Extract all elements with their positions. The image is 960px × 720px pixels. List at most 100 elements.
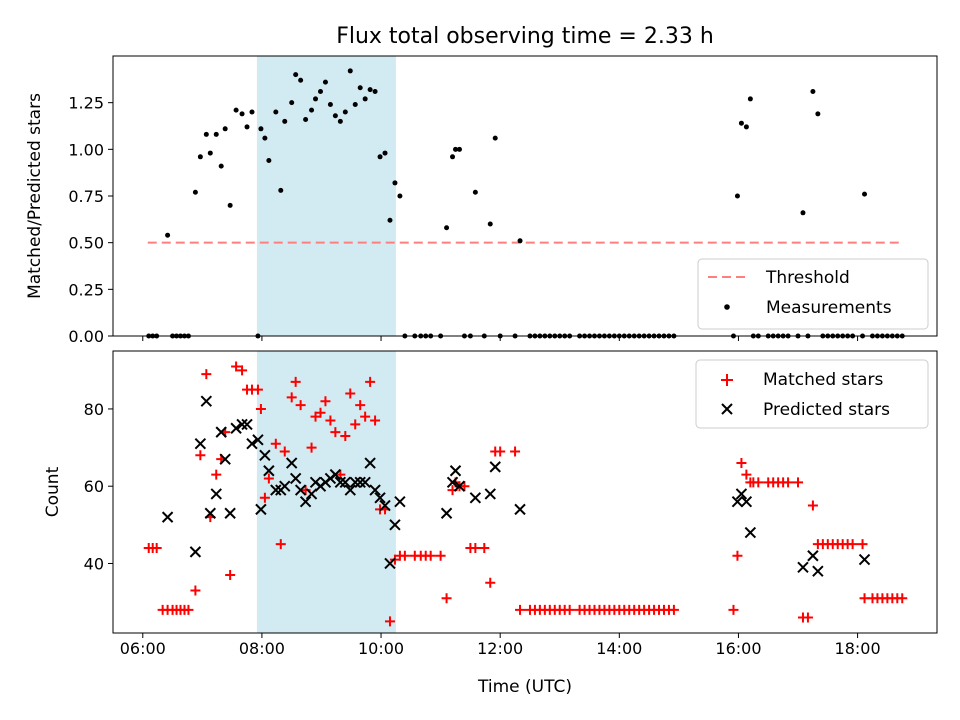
predicted-star-point — [364, 457, 376, 469]
measurement-point — [450, 154, 456, 160]
measurement-point — [862, 191, 868, 197]
matched-star-point — [783, 477, 794, 488]
measurement-point — [342, 109, 348, 115]
x-tick-label: 12:00 — [477, 639, 523, 658]
matched-star-point — [441, 593, 452, 604]
legend-measurements-swatch — [724, 304, 730, 310]
measurement-point — [487, 221, 493, 227]
measurement-point — [472, 189, 478, 195]
predicted-star-point — [246, 438, 258, 450]
measurement-point — [218, 163, 224, 169]
predicted-star-point — [354, 476, 366, 489]
predicted-star-point — [270, 484, 282, 496]
bottom-axes-frame — [112, 350, 938, 634]
matched-star-point — [270, 438, 281, 449]
matched-star-point — [279, 446, 290, 457]
predicted-star-point — [389, 519, 401, 531]
measurement-point — [453, 146, 459, 152]
matched-star-point — [736, 458, 747, 469]
matched-star-point — [384, 616, 395, 627]
measurement-point — [456, 146, 462, 152]
matched-star-point — [485, 577, 496, 588]
predicted-star-point — [469, 492, 482, 504]
y-tick-label: 0.25 — [68, 280, 104, 299]
measurement-point — [377, 154, 383, 160]
measurement-point — [337, 118, 343, 124]
measurement-point — [197, 154, 203, 160]
predicted-star-point — [384, 557, 396, 570]
measurement-point — [815, 111, 821, 117]
predicted-star-point — [379, 499, 391, 512]
measurement-point — [317, 88, 323, 94]
matched-star-point — [340, 430, 351, 441]
predicted-star-point — [484, 488, 496, 500]
matched-star-point — [564, 604, 575, 615]
matched-star-point — [753, 477, 764, 488]
predicted-star-point — [241, 418, 253, 431]
top-panel: 0.00 0.25 0.50 0.75 1.00 1.25 Flux total obse… — [25, 24, 938, 346]
measurement-point — [165, 232, 171, 238]
measurement-point — [192, 189, 198, 195]
measurement-point — [382, 150, 388, 156]
predicted-star-point — [349, 476, 361, 489]
x-tick-label: 10:00 — [358, 639, 404, 658]
measurement-point — [298, 77, 304, 83]
measurement-point — [239, 111, 245, 117]
bottom-data-marks — [143, 361, 908, 627]
predicted-star-point — [255, 503, 267, 516]
predicted-star-point — [204, 507, 216, 519]
predicted-star-point — [334, 476, 347, 489]
predicted-star-point — [807, 550, 819, 562]
matched-star-point — [355, 400, 366, 411]
y-tick-label: 0.00 — [68, 327, 104, 346]
matched-star-point — [330, 427, 341, 438]
measurement-point — [367, 87, 373, 93]
x-tick-label: 08:00 — [239, 639, 285, 658]
predicted-star-point — [200, 395, 213, 407]
matched-star-point — [201, 369, 212, 380]
predicted-star-point — [189, 546, 202, 558]
matched-star-point — [435, 550, 446, 561]
matched-star-point — [252, 384, 263, 395]
matched-star-point — [263, 473, 274, 484]
measurement-point — [322, 79, 328, 85]
measurement-point — [278, 187, 284, 193]
legend-matched-swatch — [721, 374, 733, 386]
matched-star-point — [290, 376, 301, 387]
top-ticks: 0.00 0.25 0.50 0.75 1.00 1.25 — [68, 94, 859, 346]
measurement-point — [249, 109, 255, 115]
predicted-star-point — [263, 465, 275, 477]
measurement-point — [289, 100, 295, 106]
measurement-point — [357, 85, 363, 91]
matched-star-point — [190, 585, 201, 596]
predicted-star-point — [369, 484, 381, 496]
x-axis-label: Time (UTC) — [477, 677, 572, 697]
matched-star-point — [151, 543, 162, 554]
top-y-axis-label: Matched/Predicted stars — [25, 93, 45, 299]
matched-star-point — [259, 492, 270, 503]
matched-star-point — [741, 469, 752, 480]
predicted-star-point — [294, 484, 307, 496]
matched-star-point — [510, 446, 521, 457]
legend-predicted-swatch — [721, 403, 733, 415]
predicted-star-point — [329, 468, 342, 481]
measurement-point — [203, 131, 209, 137]
predicted-star-point — [252, 434, 264, 446]
legend-matched-label: Matched stars — [763, 370, 883, 390]
matched-star-point — [306, 442, 317, 453]
predicted-star-point — [394, 495, 406, 508]
matched-star-point — [732, 550, 743, 561]
matched-star-point — [345, 388, 356, 399]
matched-star-point — [802, 612, 813, 623]
measurement-point — [332, 113, 338, 119]
measurement-point — [444, 225, 450, 231]
measurement-point — [743, 124, 749, 130]
y-tick-label: 40 — [84, 554, 104, 573]
predicted-star-point — [285, 457, 298, 469]
matched-star-point — [668, 604, 679, 615]
predicted-star-point — [797, 561, 809, 574]
predicted-star-point — [194, 438, 207, 450]
measurement-point — [747, 96, 753, 102]
measurement-point — [313, 96, 319, 102]
